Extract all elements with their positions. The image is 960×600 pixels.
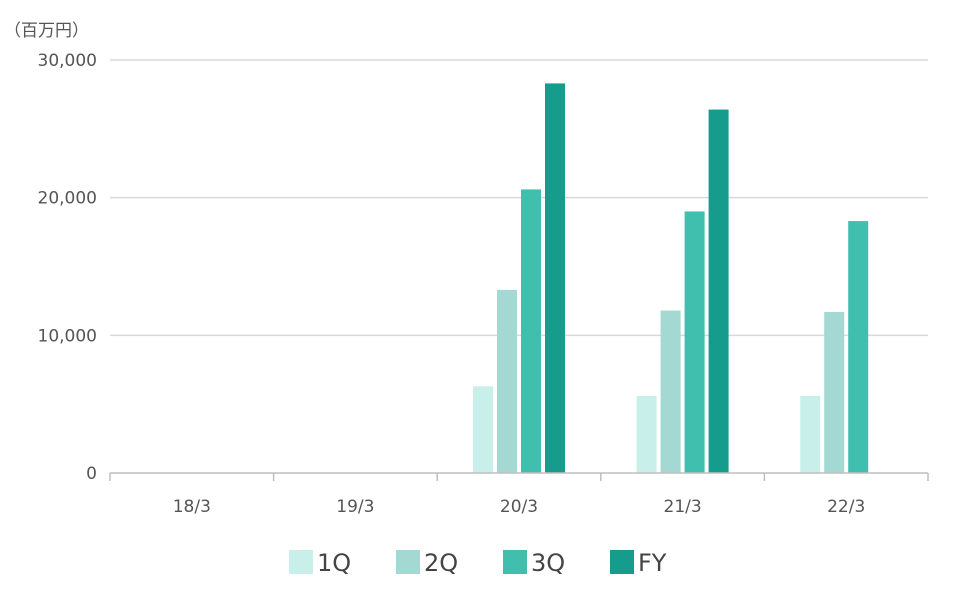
y-tick-label: 30,000 (38, 51, 97, 71)
legend-swatch-1q (289, 550, 313, 574)
bar-3q-21-3 (684, 211, 705, 473)
x-tick-label: 18/3 (173, 497, 211, 517)
y-axis-unit-label: （百万円） (4, 21, 89, 41)
x-tick-label: 19/3 (336, 497, 374, 517)
bar-fy-21-3 (708, 109, 729, 473)
legend-swatch-fy (610, 550, 634, 574)
bar-1q-21-3 (636, 395, 657, 473)
x-axis: 18/3 19/3 20/3 21/3 22/3 (109, 472, 929, 517)
legend-swatch-2q (396, 550, 420, 574)
bar-2q-22-3 (824, 311, 845, 473)
bar-2q-21-3 (660, 310, 681, 473)
legend: 1Q 2Q 3Q FY (289, 549, 667, 577)
bar-1q-20-3 (473, 386, 493, 473)
x-tick-label: 20/3 (500, 497, 538, 517)
legend-label-fy: FY (638, 549, 667, 577)
y-tick-label: 20,000 (38, 189, 97, 209)
y-tick-label: 0 (86, 464, 97, 484)
legend-label-1q: 1Q (317, 549, 351, 577)
x-tick-label: 22/3 (827, 497, 865, 517)
bar-3q-20-3 (521, 189, 541, 473)
bar-1q-22-3 (800, 395, 821, 473)
legend-swatch-3q (503, 550, 527, 574)
y-tick-label: 10,000 (38, 326, 97, 346)
x-tick-label: 21/3 (664, 497, 702, 517)
legend-label-3q: 3Q (531, 549, 565, 577)
gridlines (110, 59, 928, 337)
bar-3q-22-3 (848, 221, 869, 473)
legend-label-2q: 2Q (424, 549, 458, 577)
y-axis-ticks: 0 10,000 20,000 30,000 (38, 51, 97, 484)
bar-fy-20-3 (545, 83, 565, 474)
bars (473, 83, 869, 474)
bar-2q-20-3 (497, 289, 517, 473)
